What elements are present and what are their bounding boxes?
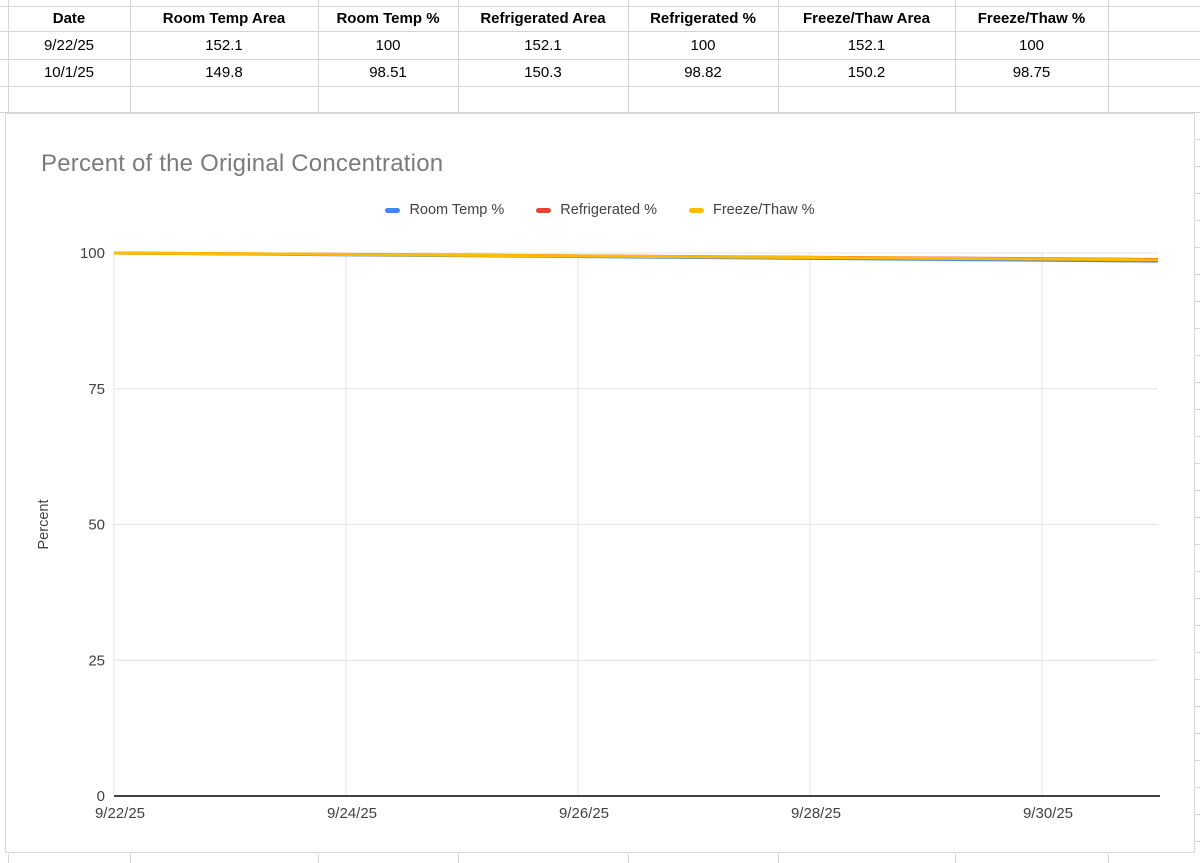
data-cell[interactable]: 100 xyxy=(317,30,459,60)
data-cell[interactable]: 98.75 xyxy=(954,58,1109,87)
data-cell[interactable]: 100 xyxy=(627,30,779,60)
sheet-cell[interactable] xyxy=(1107,5,1200,32)
column-header-cell[interactable]: Freeze/Thaw Area xyxy=(777,5,956,32)
chart-legend: Room Temp % Refrigerated % Freeze/Thaw % xyxy=(6,202,1194,218)
sheet-gridline xyxy=(130,854,131,863)
sheet-gridline xyxy=(458,854,459,863)
chart-plot-area: 0 25 50 75 100 9/22/25 9/24/25 9/26/25 9/28/25 9/… xyxy=(36,245,1160,822)
sheet-cell[interactable] xyxy=(1107,30,1200,60)
sheet-gridline xyxy=(8,854,9,863)
data-cell[interactable]: 150.3 xyxy=(457,58,629,87)
column-header-cell[interactable]: Room Temp Area xyxy=(129,5,319,32)
svg-text:75: 75 xyxy=(88,381,105,398)
svg-text:9/26/25: 9/26/25 xyxy=(559,805,609,822)
svg-text:9/28/25: 9/28/25 xyxy=(791,805,841,822)
column-header-cell[interactable]: Date xyxy=(7,5,131,32)
sheet-cell[interactable] xyxy=(129,85,319,113)
data-cell[interactable]: 150.2 xyxy=(777,58,956,87)
sheet-cell[interactable] xyxy=(0,30,9,60)
data-cell[interactable]: 152.1 xyxy=(129,30,319,60)
legend-series-label: Room Temp % xyxy=(409,202,505,218)
svg-text:100: 100 xyxy=(80,245,105,262)
legend-series-label: Refrigerated % xyxy=(560,202,657,218)
legend-series-label: Freeze/Thaw % xyxy=(713,202,815,218)
sheet-cell[interactable] xyxy=(0,85,9,113)
sheet-cell[interactable] xyxy=(627,85,779,113)
data-cell[interactable]: 98.51 xyxy=(317,58,459,87)
spreadsheet-table: Date Room Temp Area Room Temp % Refrigerate… xyxy=(0,0,1200,113)
data-cell[interactable]: 152.1 xyxy=(777,30,956,60)
sheet-gridline xyxy=(955,854,956,863)
sheet-gridline xyxy=(628,854,629,863)
sheet-cell[interactable] xyxy=(317,85,459,113)
data-cell[interactable]: 98.82 xyxy=(627,58,779,87)
sheet-cell[interactable] xyxy=(0,58,9,87)
data-cell[interactable]: 100 xyxy=(954,30,1109,60)
column-header-cell[interactable]: Refrigerated % xyxy=(627,5,779,32)
svg-text:9/24/25: 9/24/25 xyxy=(327,805,377,822)
sheet-gridline xyxy=(1108,854,1109,863)
svg-text:9/30/25: 9/30/25 xyxy=(1023,805,1073,822)
sheet-cell[interactable] xyxy=(7,85,131,113)
legend-series-marker xyxy=(385,207,401,213)
legend-series-marker xyxy=(689,207,704,213)
sheet-gridline xyxy=(778,854,779,863)
sheet-cell[interactable] xyxy=(457,85,629,113)
data-cell[interactable]: 9/22/25 xyxy=(7,30,131,60)
legend-item: Freeze/Thaw % xyxy=(689,202,815,218)
chart-object[interactable]: Percent of the Original Concentration Ro… xyxy=(5,113,1195,853)
data-cell[interactable]: 10/1/25 xyxy=(7,58,131,87)
sheet-gridline xyxy=(318,854,319,863)
column-header-cell[interactable]: Refrigerated Area xyxy=(457,5,629,32)
sheet-cell[interactable] xyxy=(777,85,956,113)
data-cell[interactable]: 152.1 xyxy=(457,30,629,60)
sheet-cell[interactable] xyxy=(1107,85,1200,113)
sheet-cell[interactable] xyxy=(954,85,1109,113)
svg-text:25: 25 xyxy=(88,652,105,669)
svg-text:Percent: Percent xyxy=(36,500,52,550)
legend-item: Refrigerated % xyxy=(536,202,657,218)
column-header-cell[interactable]: Freeze/Thaw % xyxy=(954,5,1109,32)
legend-series-marker xyxy=(536,207,552,213)
svg-text:0: 0 xyxy=(97,788,105,805)
column-header-cell[interactable]: Room Temp % xyxy=(317,5,459,32)
chart-title: Percent of the Original Concentration xyxy=(41,150,444,177)
sheet-right-column-gridlines xyxy=(1195,113,1200,863)
legend-item: Room Temp % xyxy=(385,202,504,218)
sheet-cell[interactable] xyxy=(0,5,9,32)
svg-text:50: 50 xyxy=(88,517,105,534)
svg-text:9/22/25: 9/22/25 xyxy=(95,805,145,822)
sheet-cell[interactable] xyxy=(1107,58,1200,87)
data-cell[interactable]: 149.8 xyxy=(129,58,319,87)
